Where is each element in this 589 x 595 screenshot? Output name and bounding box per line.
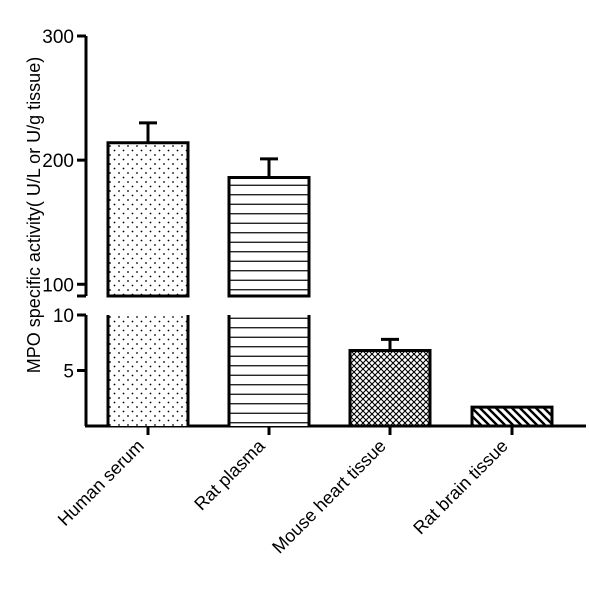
- y-tick-label: 100: [42, 275, 74, 296]
- bar: [227, 176, 311, 298]
- y-axis-label: MPO specific activity( U/L or U/g tissue…: [24, 57, 44, 373]
- bars: [106, 121, 554, 428]
- bar-lower-segment: [229, 315, 309, 426]
- y-tick-label: 10: [53, 306, 74, 327]
- bar: [348, 349, 432, 428]
- y-tick-label: 200: [42, 151, 74, 172]
- category-label: Rat plasma: [190, 435, 269, 514]
- category-label: Human serum: [54, 436, 148, 530]
- bar: [470, 405, 554, 428]
- bar: [106, 141, 190, 298]
- y-tick-label: 5: [63, 362, 74, 383]
- y-tick-label: 300: [42, 27, 74, 48]
- bar-lower-segment: [108, 315, 188, 426]
- category-label: Mouse heart tissue: [268, 436, 390, 558]
- category-label: Rat brain tissue: [409, 436, 512, 539]
